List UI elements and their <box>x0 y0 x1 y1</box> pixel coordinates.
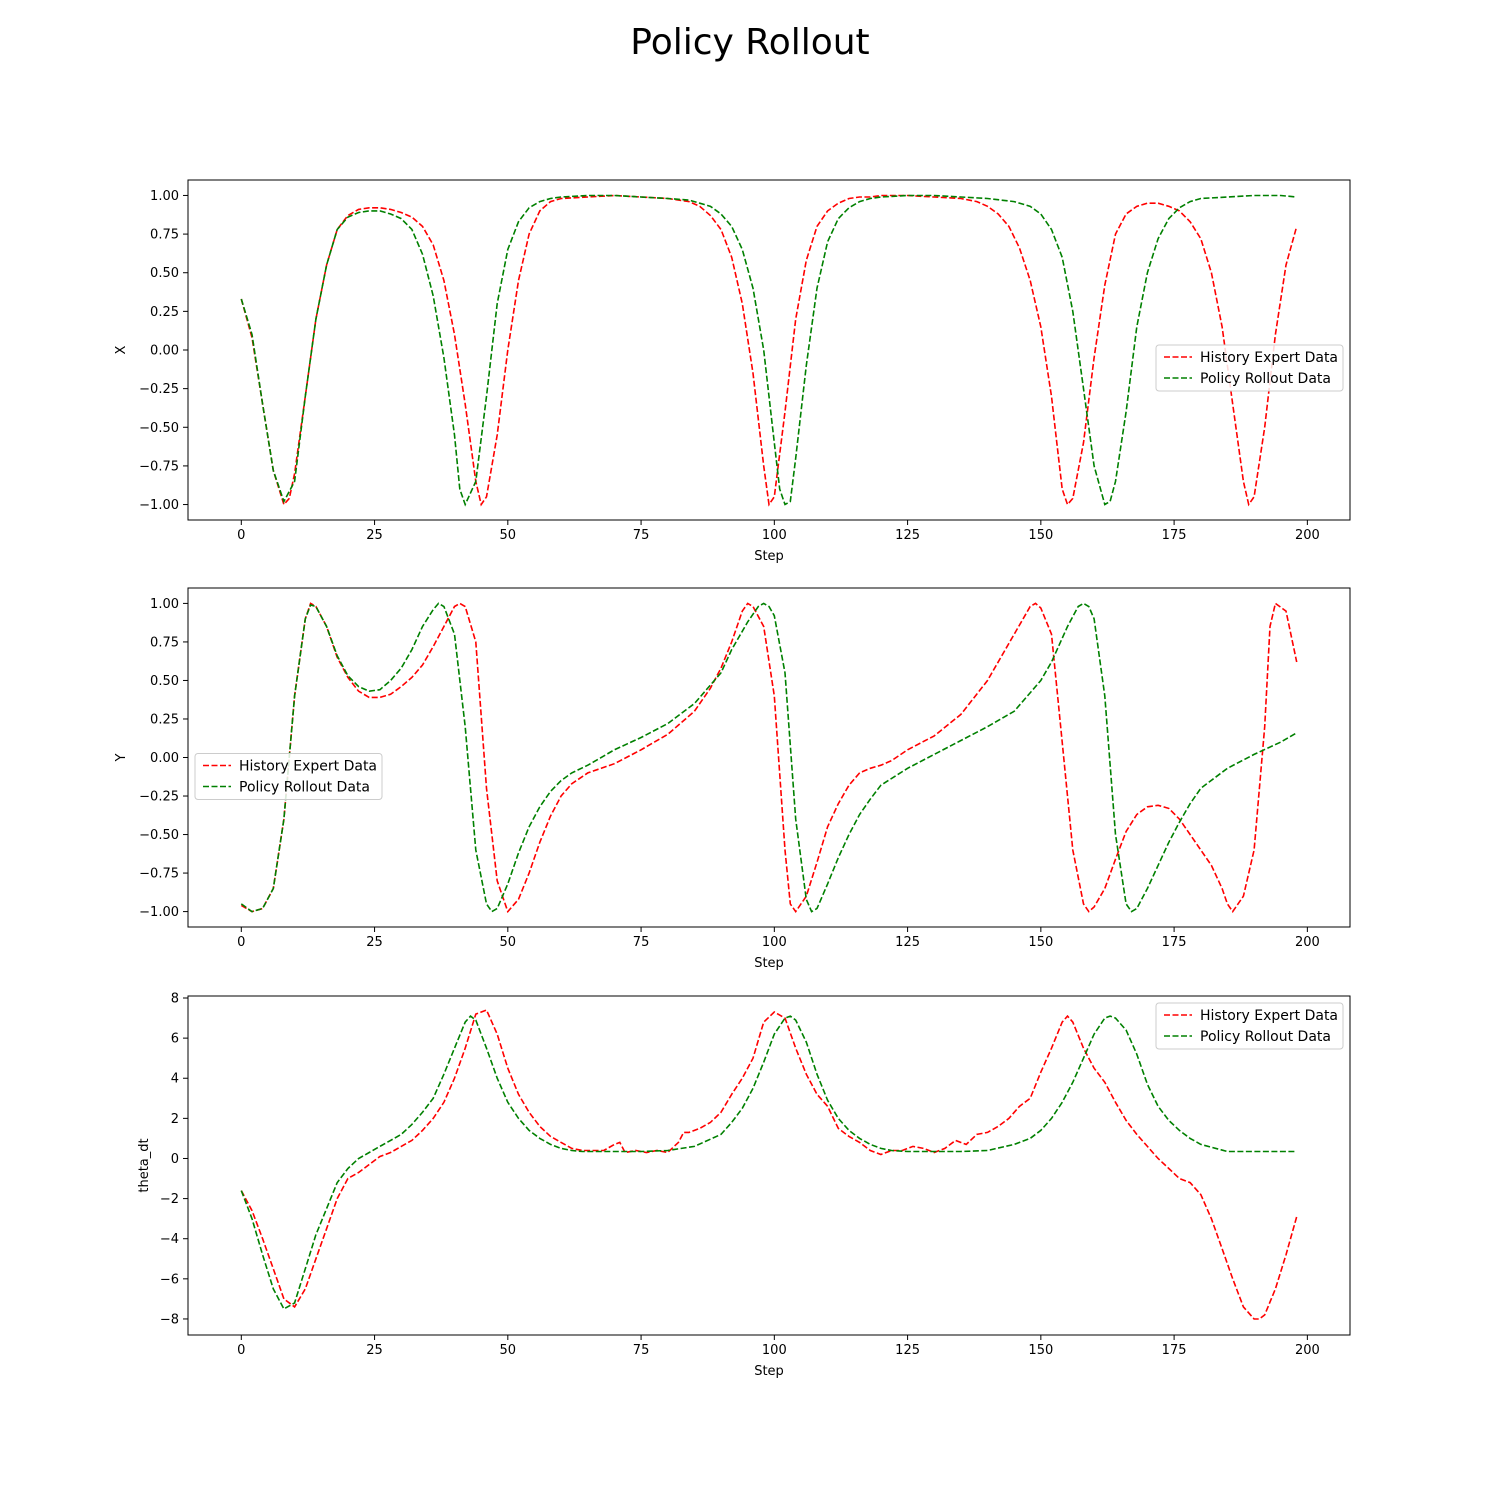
x-tick-label: 175 <box>1162 935 1187 950</box>
series-line-rollout <box>240 194 1297 507</box>
series-line-rollout <box>240 602 1298 913</box>
y-tick-label: −1.00 <box>139 498 179 513</box>
x-tick-label: 100 <box>762 935 787 950</box>
legend: History Expert Data Policy Rollout Data <box>1155 1002 1344 1050</box>
x-axis-label: Step <box>754 956 784 971</box>
x-tick-label: 100 <box>762 1343 787 1358</box>
subplot-1: 0 25 50 75 100 125 150 175 200 −1.00 −0.75 −0.50 −0.… <box>114 179 1351 564</box>
x-tick-label: 50 <box>500 935 517 950</box>
series-line-expert <box>240 602 1298 914</box>
y-tick-label: 2 <box>171 1112 179 1127</box>
x-tick-label: 150 <box>1028 1343 1053 1358</box>
axes-frame <box>187 995 1351 1336</box>
y-tick-label: 0.25 <box>150 305 179 320</box>
legend-box <box>1155 1002 1344 1050</box>
x-tick-label: 200 <box>1295 1343 1320 1358</box>
y-tick-label: 6 <box>171 1032 179 1047</box>
y-tick-label: −0.50 <box>139 421 179 436</box>
x-tick-label: 175 <box>1162 528 1187 543</box>
x-tick-label: 25 <box>366 1343 383 1358</box>
x-tick-label: 100 <box>762 528 787 543</box>
series-line-rollout <box>240 1015 1297 1310</box>
x-tick-label: 0 <box>237 1343 245 1358</box>
y-tick-label: 4 <box>171 1072 179 1087</box>
y-tick-label: −0.75 <box>139 867 179 882</box>
y-tick-label: 0.75 <box>150 635 179 650</box>
legend-box <box>194 753 383 800</box>
x-tick-label: 0 <box>237 528 245 543</box>
x-tick-label: 125 <box>895 935 920 950</box>
y-tick-label: −0.25 <box>139 790 179 805</box>
y-tick-label: 0.75 <box>150 228 179 243</box>
x-tick-label: 75 <box>633 935 650 950</box>
legend-label: History Expert Data <box>1200 350 1338 366</box>
y-tick-label: 0.50 <box>150 674 179 689</box>
x-tick-label: 75 <box>633 528 650 543</box>
y-axis-label: theta_dt <box>137 1138 152 1192</box>
y-tick-label: −8 <box>160 1312 179 1327</box>
x-tick-label: 150 <box>1028 528 1053 543</box>
subplot-3: 0 25 50 75 100 125 150 175 200 −8 −6 −4 −2 0 2 4 6 8 Step t… <box>137 992 1351 1379</box>
legend-box <box>1155 344 1344 392</box>
y-axis-label: Y <box>114 753 129 762</box>
y-tick-label: −1.00 <box>139 905 179 920</box>
y-axis-label: X <box>114 345 129 354</box>
subplot-2: 0 25 50 75 100 125 150 175 200 −1.00 −0.75 −0.50 −0.… <box>114 587 1351 971</box>
x-tick-label: 125 <box>895 528 920 543</box>
x-tick-label: 200 <box>1295 528 1320 543</box>
figure-title: Policy Rollout <box>630 22 870 63</box>
y-tick-label: 1.00 <box>150 597 179 612</box>
x-tick-label: 150 <box>1028 935 1053 950</box>
y-tick-label: 0.00 <box>150 751 179 766</box>
legend-label: Policy Rollout Data <box>1200 371 1331 387</box>
x-tick-label: 25 <box>366 935 383 950</box>
x-tick-label: 175 <box>1162 1343 1187 1358</box>
legend-label: History Expert Data <box>239 759 377 775</box>
x-tick-label: 50 <box>500 1343 517 1358</box>
y-tick-label: −6 <box>160 1272 179 1287</box>
y-tick-label: 0.25 <box>150 712 179 727</box>
x-tick-label: 0 <box>237 935 245 950</box>
x-tick-label: 25 <box>366 528 383 543</box>
y-tick-label: 0.00 <box>150 344 179 359</box>
x-tick-label: 200 <box>1295 935 1320 950</box>
legend-label: Policy Rollout Data <box>1200 1029 1331 1045</box>
x-axis-label: Step <box>754 1364 784 1379</box>
y-tick-label: −0.25 <box>139 382 179 397</box>
y-tick-label: 0 <box>171 1152 179 1167</box>
y-tick-label: 8 <box>171 992 179 1007</box>
x-axis-label: Step <box>754 549 784 564</box>
legend: History Expert Data Policy Rollout Data <box>1155 344 1344 392</box>
x-tick-label: 75 <box>633 1343 650 1358</box>
x-tick-label: 50 <box>500 528 517 543</box>
y-tick-label: −0.50 <box>139 828 179 843</box>
series-line-expert <box>240 1008 1298 1320</box>
y-tick-label: −0.75 <box>139 459 179 474</box>
y-tick-label: −4 <box>160 1232 179 1247</box>
legend: History Expert Data Policy Rollout Data <box>194 753 383 800</box>
series-line-expert <box>240 194 1298 507</box>
legend-label: Policy Rollout Data <box>239 780 370 796</box>
y-tick-label: −2 <box>160 1192 179 1207</box>
x-tick-label: 125 <box>895 1343 920 1358</box>
y-tick-label: 1.00 <box>150 189 179 204</box>
legend-label: History Expert Data <box>1200 1008 1338 1024</box>
y-tick-label: 0.50 <box>150 266 179 281</box>
